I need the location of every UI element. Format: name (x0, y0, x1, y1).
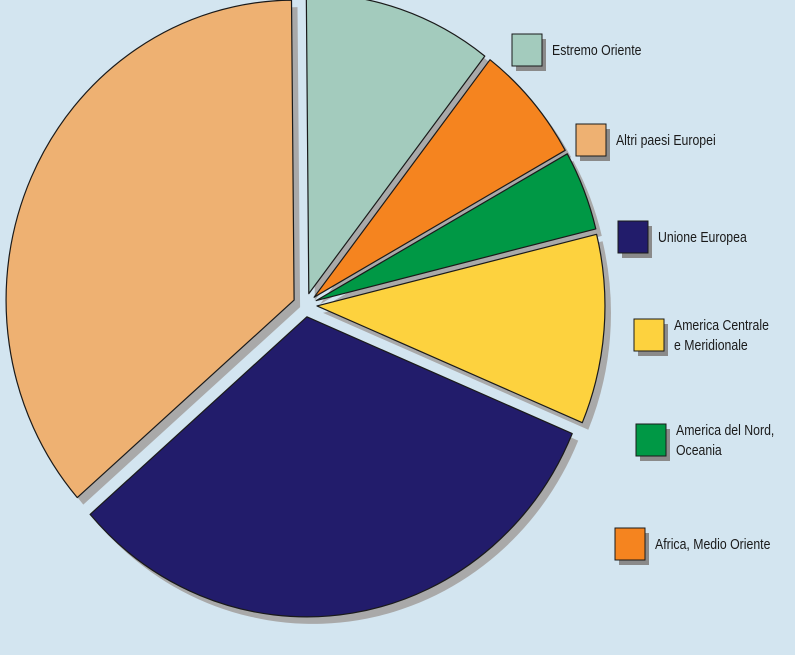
legend-item-unione-europea: Unione Europea (617, 220, 747, 258)
legend-item-africa-medio-oriente: Africa, Medio Oriente (614, 527, 771, 565)
legend-label: Oceania (676, 442, 722, 458)
legend-item-estremo-oriente: Estremo Oriente (511, 33, 642, 71)
legend-swatch (617, 220, 649, 254)
pie-slice-america-del-nord-oceania (315, 153, 597, 302)
legend-label: Altri paesi Europei (616, 132, 716, 148)
legend-swatch (511, 33, 543, 67)
legend-label: America Centrale (674, 317, 769, 333)
legend-label: Unione Europea (658, 229, 747, 245)
legend-label: e Meridionale (674, 337, 748, 353)
legend-swatch (633, 318, 665, 352)
legend-swatch (575, 123, 607, 157)
legend-item-america-centrale-e-meridionale: America Centrale e Meridionale (633, 317, 769, 356)
pie-slices (5, 0, 611, 624)
pie-slice-america-centrale-e-meridionale (316, 233, 606, 424)
legend-label: Estremo Oriente (552, 42, 642, 58)
legend-swatch (635, 423, 667, 457)
legend-swatch (614, 527, 646, 561)
legend-item-altri-paesi-europei: Altri paesi Europei (575, 123, 716, 161)
legend: Estremo Oriente Altri paesi Europei Unione… (511, 33, 774, 565)
legend-label: America del Nord, (676, 422, 774, 438)
pie-slice-unione-europea (89, 316, 573, 618)
legend-label: Africa, Medio Oriente (655, 536, 771, 552)
legend-item-america-del-nord-oceania: America del Nord, Oceania (635, 422, 774, 461)
pie-slice-altri-paesi-europei (5, 0, 295, 499)
pie-slice-estremo-oriente (305, 0, 486, 295)
pie-slice-africa-medio-oriente (313, 59, 566, 298)
